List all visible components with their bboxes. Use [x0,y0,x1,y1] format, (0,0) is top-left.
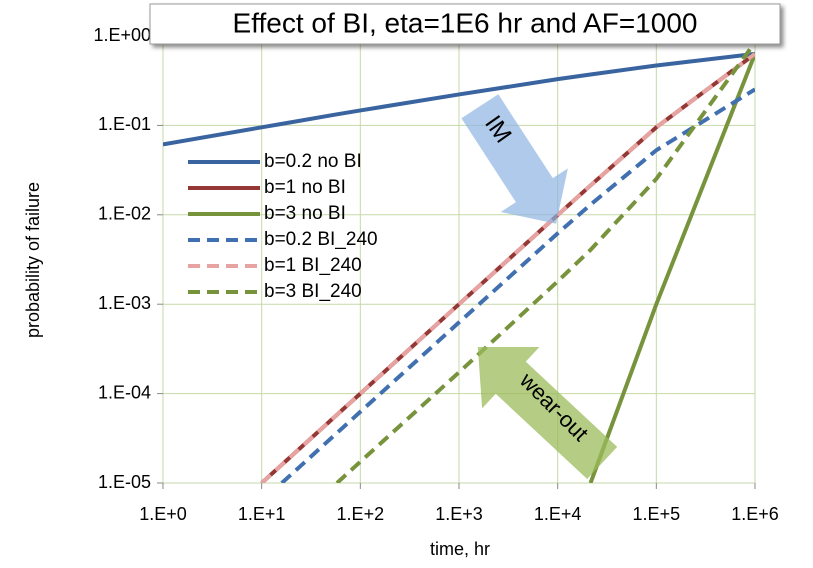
chart-title: Effect of BI, eta=1E6 hr and AF=1000 [233,7,698,38]
y-tick-label: 1.E-01 [98,114,151,134]
x-axis-label: time, hr [430,539,490,559]
series-line [335,41,755,483]
series-line [163,51,755,147]
x-tick-label: 1.E+2 [337,504,385,524]
y-tick-label: 1.E-05 [98,472,151,492]
x-tick-label: 1.E+0 [139,504,187,524]
x-tick-label: 1.E+1 [238,504,286,524]
im-arrow [461,94,568,224]
x-tick-label: 1.E+3 [435,504,483,524]
legend-label: b=3 no BI [264,203,346,224]
x-tick-label: 1.E+5 [633,504,681,524]
series-line [260,52,755,483]
legend-label: b=1 BI_240 [264,255,362,276]
legend-label: b=3 BI_240 [264,281,362,302]
legend-label: b=0.2 BI_240 [264,229,378,250]
legend: b=0.2 no BI b=1 no BI b=3 no BI b=0.2 BI_24… [188,151,378,302]
y-tick-label: 1.E-02 [98,204,151,224]
y-tick-label: 1.E-04 [98,382,151,402]
axes: 1.E+0 1.E+1 1.E+2 1.E+3 1.E+4 1.E+5 1.E+6 1.E-0… [93,25,778,524]
y-axis-label: probability of failure [23,182,43,338]
wear-out-arrow [477,347,618,480]
y-tick-label: 1.E-03 [98,293,151,313]
title-box [149,3,781,45]
x-tick-label: 1.E+4 [534,504,582,524]
y-tick-label: 1.E+00 [93,25,151,45]
x-tick-label: 1.E+6 [731,504,779,524]
series-line [588,53,755,483]
lines [163,41,755,483]
legend-label: b=1 no BI [264,177,346,198]
series-line [280,87,755,483]
legend-label: b=0.2 no BI [264,151,362,172]
